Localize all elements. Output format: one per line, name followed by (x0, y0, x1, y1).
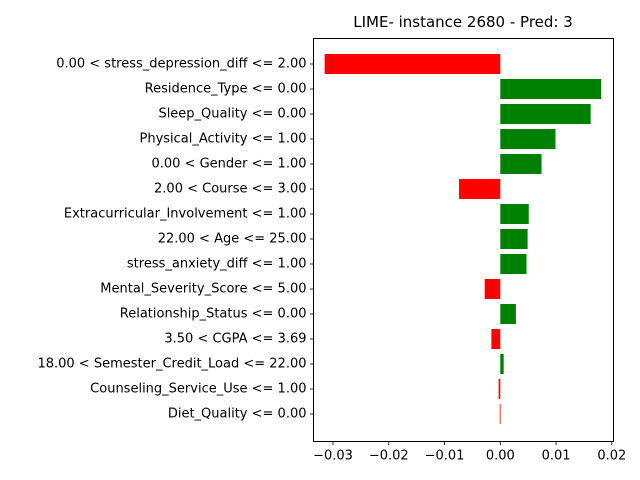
bars-group (324, 54, 602, 424)
bar-9 (484, 279, 501, 299)
bar-7 (500, 229, 528, 249)
bar-0 (324, 54, 501, 74)
y-tick-label-3: Physical_Activity <= 1.00 (140, 132, 307, 147)
bar-1 (500, 79, 602, 99)
y-tick-label-0: 0.00 < stress_depression_diff <= 2.00 (56, 57, 306, 72)
bar-5 (459, 179, 501, 199)
y-tick-label-6: Extracurricular_Involvement <= 1.00 (64, 207, 307, 222)
y-tick-label-9: Mental_Severity_Score <= 5.00 (100, 282, 306, 297)
bar-10 (500, 304, 516, 324)
y-tick-label-12: 18.00 < Semester_Credit_Load <= 22.00 (37, 357, 306, 372)
y-tick-label-4: 0.00 < Gender <= 1.00 (151, 157, 306, 172)
y-tick-label-14: Diet_Quality <= 0.00 (168, 407, 307, 422)
y-tick-label-10: Relationship_Status <= 0.00 (120, 307, 307, 322)
y-tick-label-13: Counseling_Service_Use <= 1.00 (90, 382, 306, 397)
bar-3 (500, 129, 556, 149)
y-tick-label-5: 2.00 < Course <= 3.00 (154, 182, 306, 197)
y-tick-label-11: 3.50 < CGPA <= 3.69 (164, 332, 306, 347)
y-tick-label-8: stress_anxiety_diff <= 1.00 (127, 257, 307, 272)
y-tick-label-1: Residence_Type <= 0.00 (145, 82, 307, 97)
bar-8 (500, 254, 527, 274)
bar-11 (491, 329, 501, 349)
x-tick-label-0: −0.03 (313, 449, 353, 464)
bar-12 (500, 354, 504, 374)
x-tick-label-3: 0.00 (486, 449, 515, 464)
x-tick-label-5: 0.02 (597, 449, 626, 464)
x-tick-label-1: −0.02 (369, 449, 409, 464)
chart-title: LIME- instance 2680 - Pred: 3 (353, 13, 573, 31)
bar-6 (500, 204, 529, 224)
x-tick-label-2: −0.01 (425, 449, 465, 464)
y-tick-labels: 0.00 < stress_depression_diff <= 2.00 Res… (37, 57, 314, 422)
x-axis: −0.03 −0.02 −0.01 0.00 0.01 0.02 (313, 441, 626, 464)
bar-14 (499, 404, 501, 424)
bar-13 (498, 379, 501, 399)
bar-2 (500, 104, 591, 124)
y-tick-label-2: Sleep_Quality <= 0.00 (158, 107, 306, 122)
plot-frame (313, 38, 614, 442)
y-tick-label-7: 22.00 < Age <= 25.00 (158, 232, 307, 247)
bar-4 (500, 154, 542, 174)
x-tick-label-4: 0.01 (542, 449, 571, 464)
